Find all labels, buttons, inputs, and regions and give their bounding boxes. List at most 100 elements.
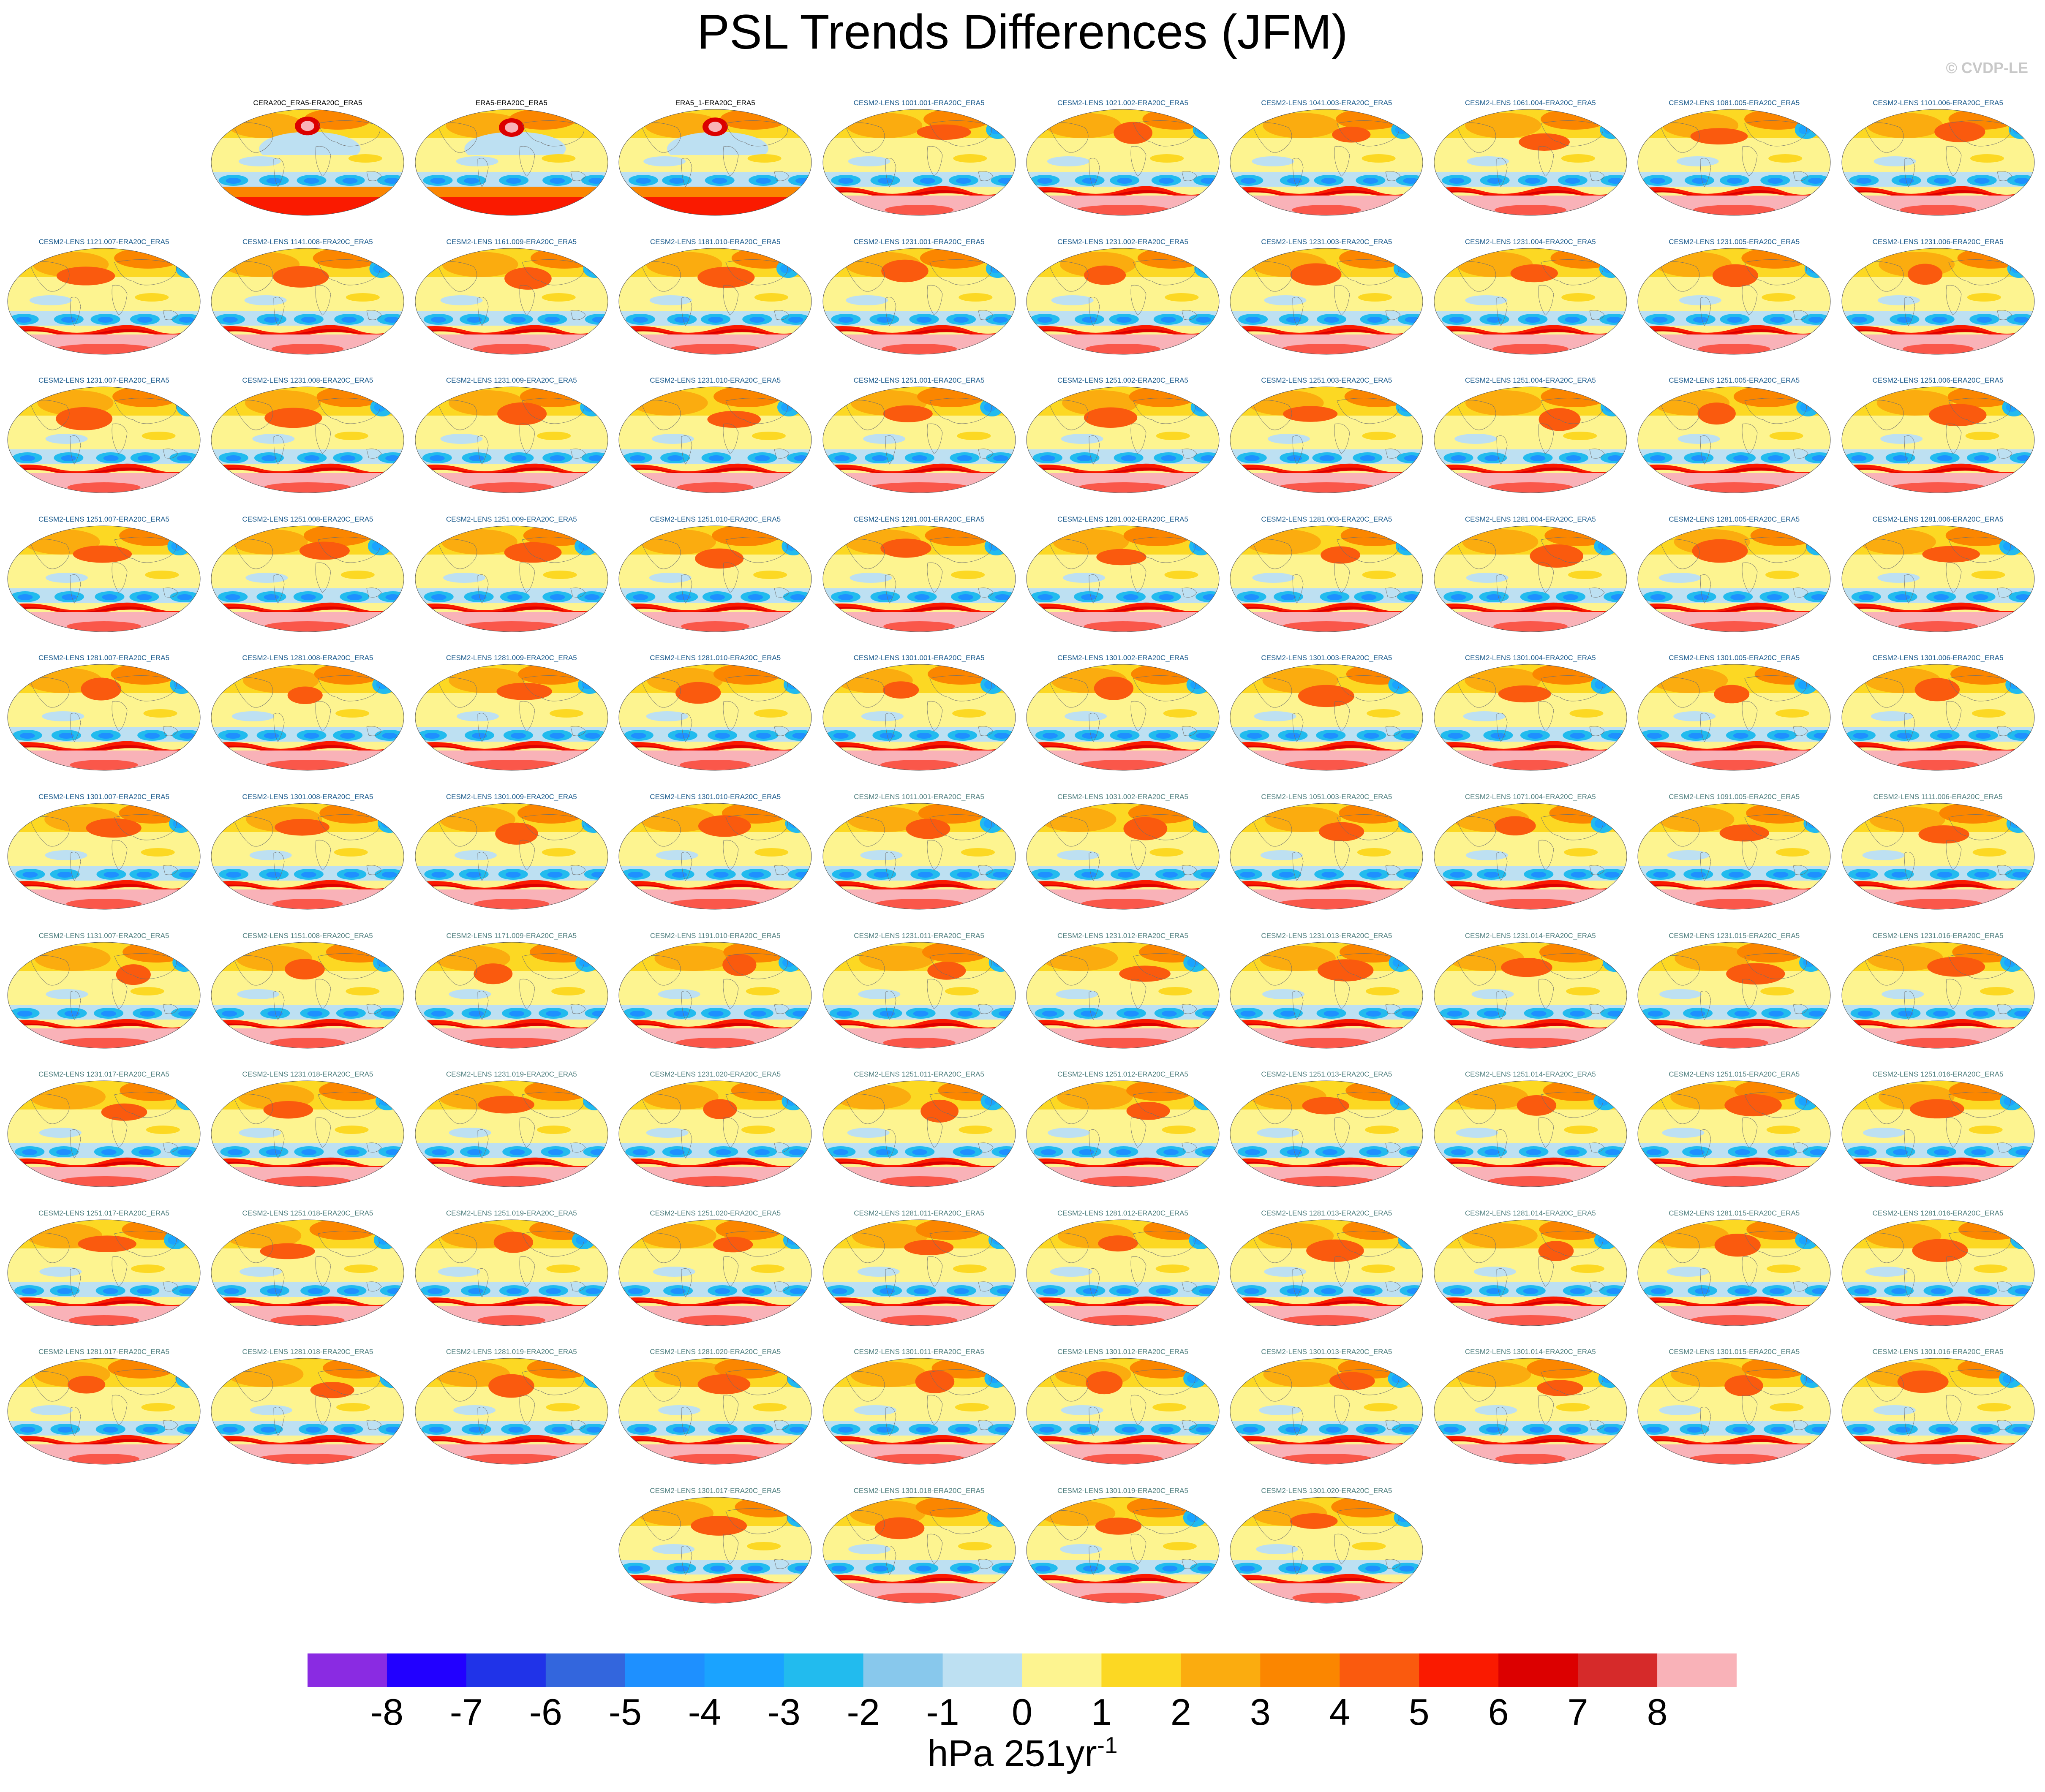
sh-low-core	[1451, 594, 1466, 600]
sh-low-core	[957, 1566, 972, 1572]
sh-low-core	[1933, 594, 1949, 600]
tropic-neg-1	[1056, 989, 1098, 999]
robinson-map	[822, 942, 1016, 1049]
nh-high-2	[1737, 942, 1805, 963]
continent-outline	[163, 865, 178, 875]
panel-title: CESM2-LENS 1301.005-ERA20C_ERA5	[1669, 654, 1800, 662]
sh-red-band	[1230, 1435, 1423, 1447]
continent-outline	[1742, 1256, 1758, 1287]
sh-low-core	[1285, 1566, 1301, 1572]
continent-outline	[1904, 435, 1915, 465]
north-pacific-high	[56, 407, 113, 431]
sh-low-core	[1527, 733, 1543, 739]
sh-red-core	[822, 468, 1016, 474]
map-border	[415, 386, 608, 493]
sh-low-core	[1893, 455, 1908, 462]
continent-outline	[725, 398, 788, 424]
sh-red-band	[822, 325, 1016, 337]
sh-low-core	[264, 733, 280, 739]
continent-outline	[1456, 122, 1496, 153]
north-pacific-high	[883, 405, 933, 422]
sh-low-core	[1241, 178, 1256, 184]
continent-outline	[1252, 122, 1292, 153]
sh-red-core	[619, 745, 812, 752]
nh-low	[170, 675, 194, 694]
sh-red-core	[1638, 1161, 1831, 1168]
nh-high-2	[922, 942, 990, 963]
panel-title: CESM2-LENS 1281.015-ERA20C_ERA5	[1669, 1209, 1800, 1217]
robinson-map	[211, 942, 404, 1049]
continent-outline	[1904, 852, 1915, 881]
continent-outline	[70, 574, 81, 604]
sh-low-core	[1195, 733, 1211, 739]
sh-red-band	[8, 1296, 200, 1309]
continent-outline	[1538, 701, 1554, 731]
continent-outline	[1133, 675, 1195, 702]
continent-outline	[273, 1268, 285, 1297]
nh-low-core	[782, 957, 795, 967]
sh-low-core	[749, 1288, 765, 1294]
tropic-neg-1	[42, 711, 84, 722]
sh-low-core	[1487, 316, 1502, 323]
nh-low	[1598, 1369, 1622, 1388]
sh-low-core	[1077, 455, 1092, 462]
continent-outline	[1538, 1256, 1554, 1287]
tropic-pos-1	[1970, 154, 2004, 163]
continent-outline	[1292, 713, 1304, 742]
sh-low-core	[385, 455, 401, 462]
antarctic-red-patch	[463, 760, 560, 770]
continent-outline	[774, 1420, 790, 1430]
sh-low-core	[1733, 455, 1749, 462]
continent-outline	[114, 1231, 177, 1257]
tropic-pos-1	[1162, 1126, 1196, 1134]
sh-low-core	[591, 872, 607, 878]
sh-low-core	[2015, 1149, 2031, 1156]
nh-high-1	[1045, 113, 1122, 138]
robinson-map	[1637, 1219, 1831, 1326]
north-pacific-high	[881, 259, 929, 282]
continent-outline	[1089, 296, 1100, 326]
sh-red-band	[1434, 1157, 1627, 1170]
copyright-watermark: © CVDP-LE	[1946, 59, 2028, 76]
sh-low-core	[424, 733, 440, 739]
tropic-neg-1	[240, 1266, 282, 1277]
sh-low-core	[636, 178, 651, 184]
tropic-neg-1	[440, 434, 483, 444]
antarctic-red-patch	[1493, 621, 1568, 631]
tropic-neg-1	[1880, 434, 1922, 444]
continent-outline	[1589, 449, 1605, 459]
robinson-map	[211, 1219, 404, 1326]
continent-outline	[1946, 562, 1962, 593]
sh-low-core	[340, 1427, 356, 1433]
tropic-pos-1	[1766, 1126, 1800, 1134]
nh-high-2	[735, 1497, 803, 1517]
map-border	[618, 525, 812, 632]
tropic-pos-1	[1362, 570, 1397, 579]
sh-red-band	[1638, 1019, 1831, 1031]
nh-low-core	[787, 680, 800, 690]
sh-red-core	[822, 1577, 1016, 1584]
sh-low-core	[61, 594, 77, 600]
nh-low	[1396, 536, 1420, 555]
sh-low-core	[592, 1010, 607, 1017]
sh-low-core	[19, 455, 35, 462]
continent-outline	[1589, 1003, 1605, 1014]
sh-red-band	[1841, 325, 2034, 337]
sh-low-core	[179, 872, 194, 878]
map-border	[1637, 525, 1831, 632]
sh-low-core	[306, 1427, 321, 1433]
nh-low	[1803, 814, 1827, 833]
sh-low-core	[713, 872, 729, 878]
continent-outline	[570, 449, 586, 459]
continent-outline	[927, 562, 943, 593]
robinson-map	[822, 664, 1016, 771]
nh-low-core	[1810, 541, 1822, 551]
sh-low-core	[1403, 872, 1419, 878]
sh-red-core	[1027, 1161, 1219, 1168]
sh-low-core	[1931, 1288, 1946, 1294]
sh-low-core	[748, 1566, 763, 1572]
continent-outline	[1337, 259, 1400, 285]
sh-red-core	[211, 606, 404, 613]
sh-low-core	[1161, 1010, 1177, 1017]
nh-high-2	[1126, 1081, 1194, 1101]
